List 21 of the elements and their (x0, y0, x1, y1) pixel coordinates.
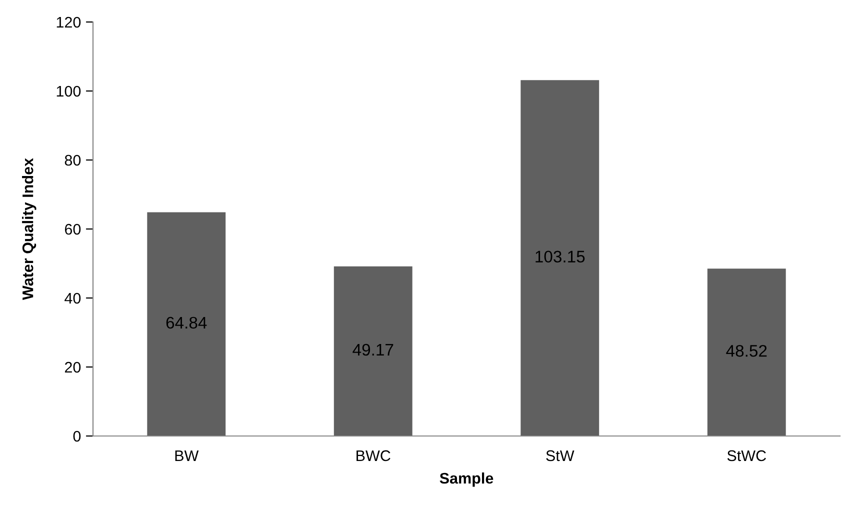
bar (520, 80, 600, 436)
bar (707, 268, 786, 436)
y-tick-label: 80 (64, 154, 81, 166)
y-tick-label: 0 (73, 430, 81, 442)
data-label: 48.52 (726, 344, 767, 357)
y-tick-label: 40 (64, 292, 81, 304)
x-axis-title: Sample (440, 472, 494, 487)
bar (147, 212, 226, 436)
data-label: 103.15 (536, 250, 585, 263)
x-tick-label: BW (175, 450, 199, 461)
y-tick-label: 100 (56, 86, 81, 97)
x-tick-label: StW (546, 450, 574, 462)
y-tick-label: 120 (56, 16, 81, 28)
data-label: 49.17 (352, 344, 394, 356)
y-tick-label: 60 (64, 224, 81, 235)
x-tick-label: BWC (356, 450, 390, 462)
y-tick-label: 20 (64, 362, 81, 373)
y-axis-title: Water Quality Index (22, 158, 36, 300)
bar (334, 266, 412, 436)
x-tick-label: StWC (727, 450, 766, 462)
data-label: 64.84 (166, 316, 207, 329)
